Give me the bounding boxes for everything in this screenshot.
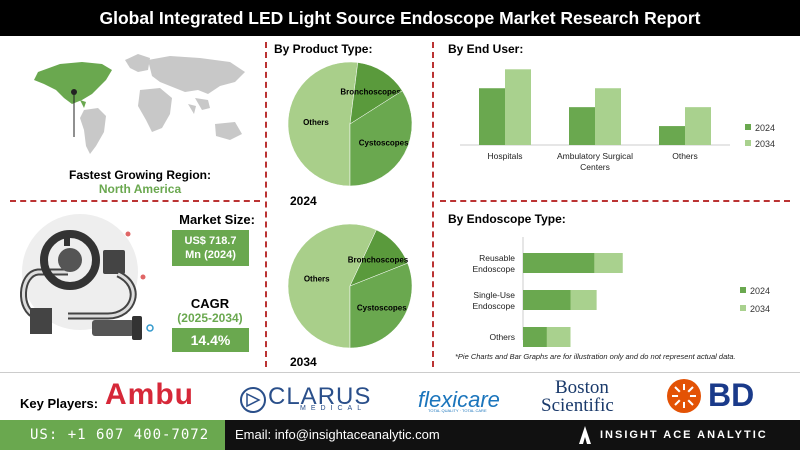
divider [432, 42, 434, 367]
pie-year-2034: 2034 [290, 355, 317, 369]
bd-logo: BD [708, 377, 755, 413]
world-map [34, 54, 245, 154]
y-tick-label: Others [489, 332, 515, 342]
cagr-period: (2025-2034) [177, 311, 243, 325]
pie-label: Bronchoscopes [348, 256, 409, 265]
divider [10, 200, 260, 202]
brand-name: INSIGHT ACE ANALYTIC [600, 429, 768, 441]
market-size-label: Market Size: [179, 212, 255, 227]
pie-slice-others [287, 61, 359, 187]
divider [265, 42, 267, 367]
x-tick-label: Others [672, 151, 698, 161]
pie-label: Cystoscopes [357, 304, 407, 313]
pie-label: Others [303, 118, 329, 127]
pie-label: Cystoscopes [359, 139, 409, 148]
phone-contact[interactable]: US: +1 607 400-7072 [0, 420, 225, 450]
y-tick-label: Endoscope [472, 301, 515, 311]
bar [479, 88, 505, 145]
boston-logo-line1: Boston [555, 377, 609, 398]
pie-slice-cystoscopes [349, 90, 413, 187]
x-tick-label: Hospitals [488, 151, 523, 161]
market-size-value: US$ 718.7 Mn (2024) [172, 230, 249, 266]
pie-label: Bronchoscopes [340, 88, 401, 97]
divider [440, 200, 790, 202]
page-title: Global Integrated LED Light Source Endos… [0, 0, 800, 36]
product-type-pies: Others Bronchoscopes Cystoscopes Others Bron… [287, 61, 413, 349]
email-contact[interactable]: Email: info@insightaceanalytic.com [225, 420, 570, 450]
clarus-icon [240, 387, 266, 413]
pie-slice-bronchoscopes [349, 62, 403, 125]
pie-slice-others [287, 223, 377, 349]
y-tick-label: Endoscope [472, 264, 515, 274]
legend-swatch [740, 305, 746, 311]
product-type-heading: By Product Type: [274, 42, 373, 56]
endoscope-type-chart: ReusableEndoscopeSingle-UseEndoscopeOthe… [472, 237, 770, 347]
legend-label: 2034 [750, 304, 770, 314]
clarus-logo: CLARUS [268, 383, 372, 410]
bar [595, 88, 621, 145]
endoscope-illustration [20, 214, 154, 340]
end-user-heading: By End User: [448, 42, 524, 56]
divider [0, 372, 800, 373]
brand-icon [579, 426, 591, 444]
bar [505, 69, 531, 145]
legend-label: 2034 [755, 139, 775, 149]
ambu-logo: Ambu [105, 378, 194, 411]
flexicare-tagline: TOTAL QUALITY · TOTAL CARE [428, 408, 487, 413]
x-tick-label: Centers [580, 162, 610, 172]
legend-swatch [745, 124, 751, 130]
bar [569, 107, 595, 145]
legend-swatch [740, 287, 746, 293]
brand-footer: INSIGHT ACE ANALYTIC [570, 420, 800, 450]
bar [523, 290, 571, 310]
bar [523, 253, 595, 273]
region-label: Fastest Growing Region: [68, 168, 211, 182]
region-value: North America [98, 182, 182, 196]
cagr-value: 14.4% [172, 328, 249, 352]
flexicare-logo: flexicare [418, 387, 500, 412]
cagr-label: CAGR [190, 296, 230, 311]
pie-year-2024: 2024 [290, 194, 317, 208]
y-tick-label: Reusable [479, 253, 515, 263]
pie-slice-cystoscopes [349, 262, 413, 349]
legend-swatch [745, 140, 751, 146]
bar [685, 107, 711, 145]
endoscope-type-heading: By Endoscope Type: [448, 212, 566, 226]
key-players-label: Key Players: [20, 396, 99, 411]
pie-label: Others [304, 275, 330, 284]
legend-label: 2024 [750, 286, 770, 296]
y-tick-label: Single-Use [473, 290, 515, 300]
x-tick-label: Ambulatory Surgical [557, 151, 633, 161]
bar [523, 327, 547, 347]
legend-label: 2024 [755, 123, 775, 133]
bd-icon [667, 379, 701, 413]
clarus-subtext: MEDICAL [300, 405, 367, 412]
boston-logo-line2: Scientific [541, 395, 614, 416]
bar [659, 126, 685, 145]
disclaimer: *Pie Charts and Bar Graphs are for illus… [455, 352, 736, 361]
